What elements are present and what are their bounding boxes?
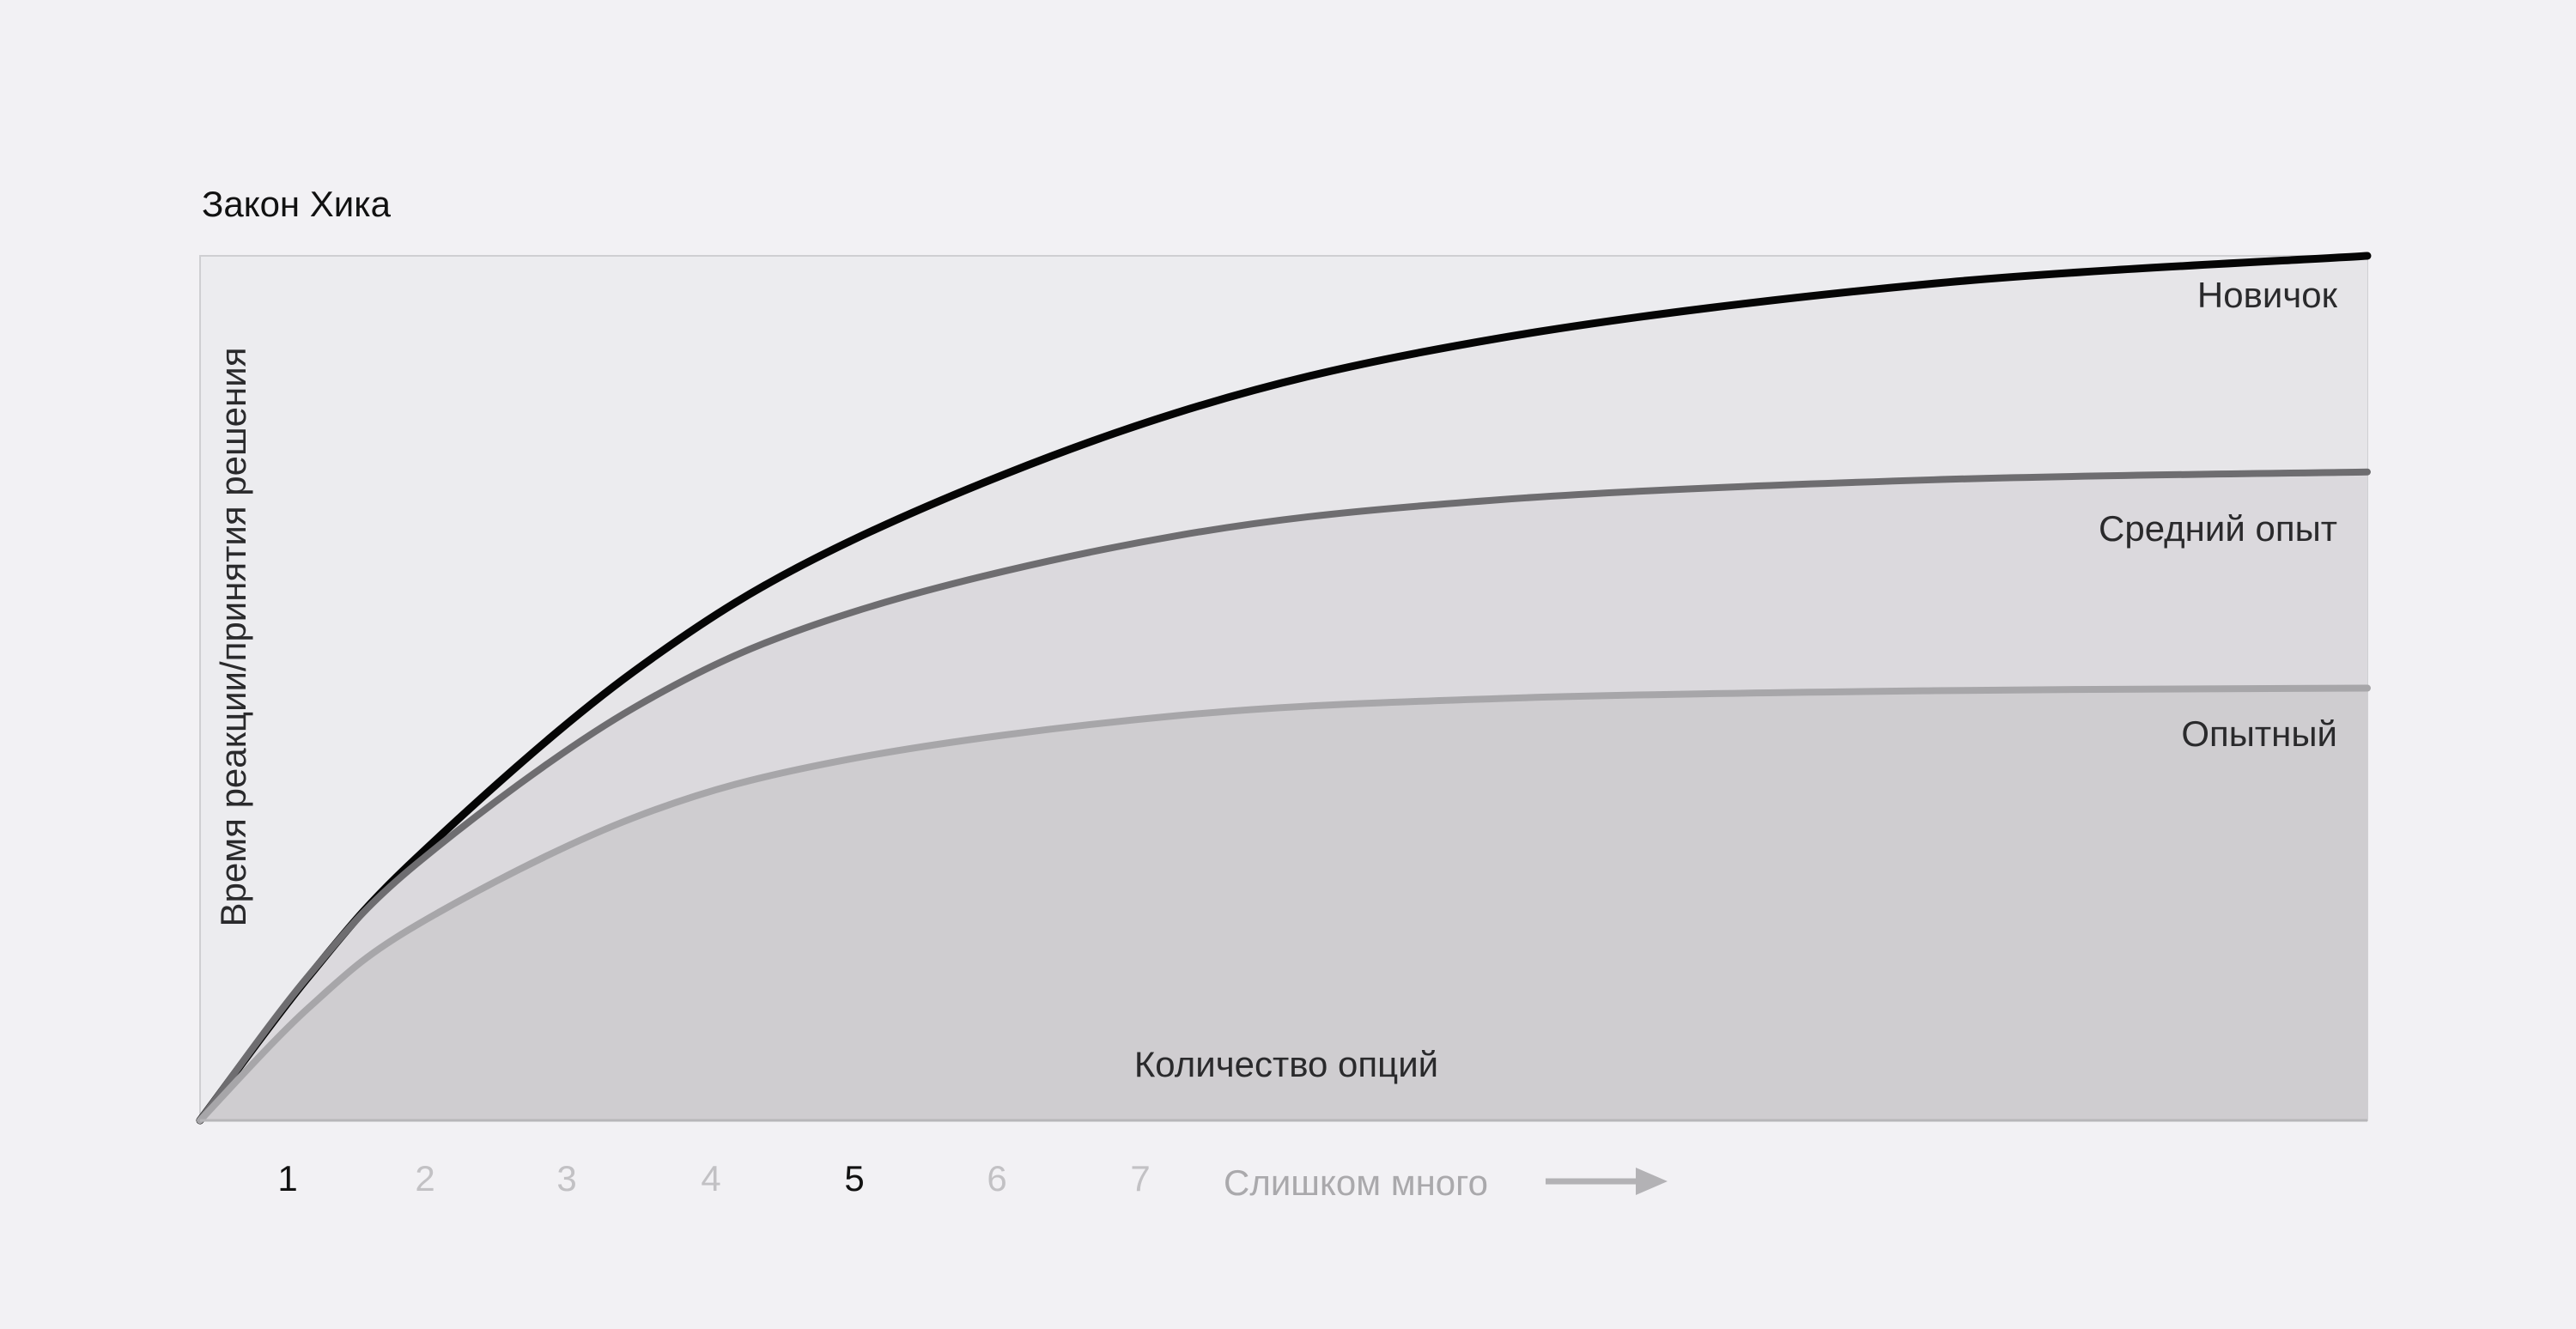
series-line-3 [197, 684, 2371, 1124]
series-label: Новичок [2197, 275, 2338, 315]
x-tick-label: 6 [987, 1158, 1006, 1199]
series-label: Опытный [2181, 713, 2337, 754]
chart-title: Закон Хика [202, 184, 392, 224]
x-tick-label: 2 [415, 1158, 434, 1199]
series-label: Средний опыт [2099, 508, 2337, 549]
y-axis-label: Время реакции/принятия решения [213, 348, 253, 927]
series-line-2 [197, 468, 2371, 1124]
x-tick-label: 3 [556, 1158, 576, 1199]
arrow-right-icon [1546, 1168, 1668, 1195]
x-tick-label: 5 [844, 1158, 864, 1199]
x-axis-label: Количество опций [1134, 1044, 1438, 1084]
series-area-3 [200, 688, 2367, 1120]
x-tick-label: 1 [277, 1158, 297, 1199]
x-tick-label: 7 [1130, 1158, 1150, 1199]
x-overflow-label: Слишком много [1224, 1162, 1488, 1203]
x-tick-label: 4 [701, 1158, 720, 1199]
